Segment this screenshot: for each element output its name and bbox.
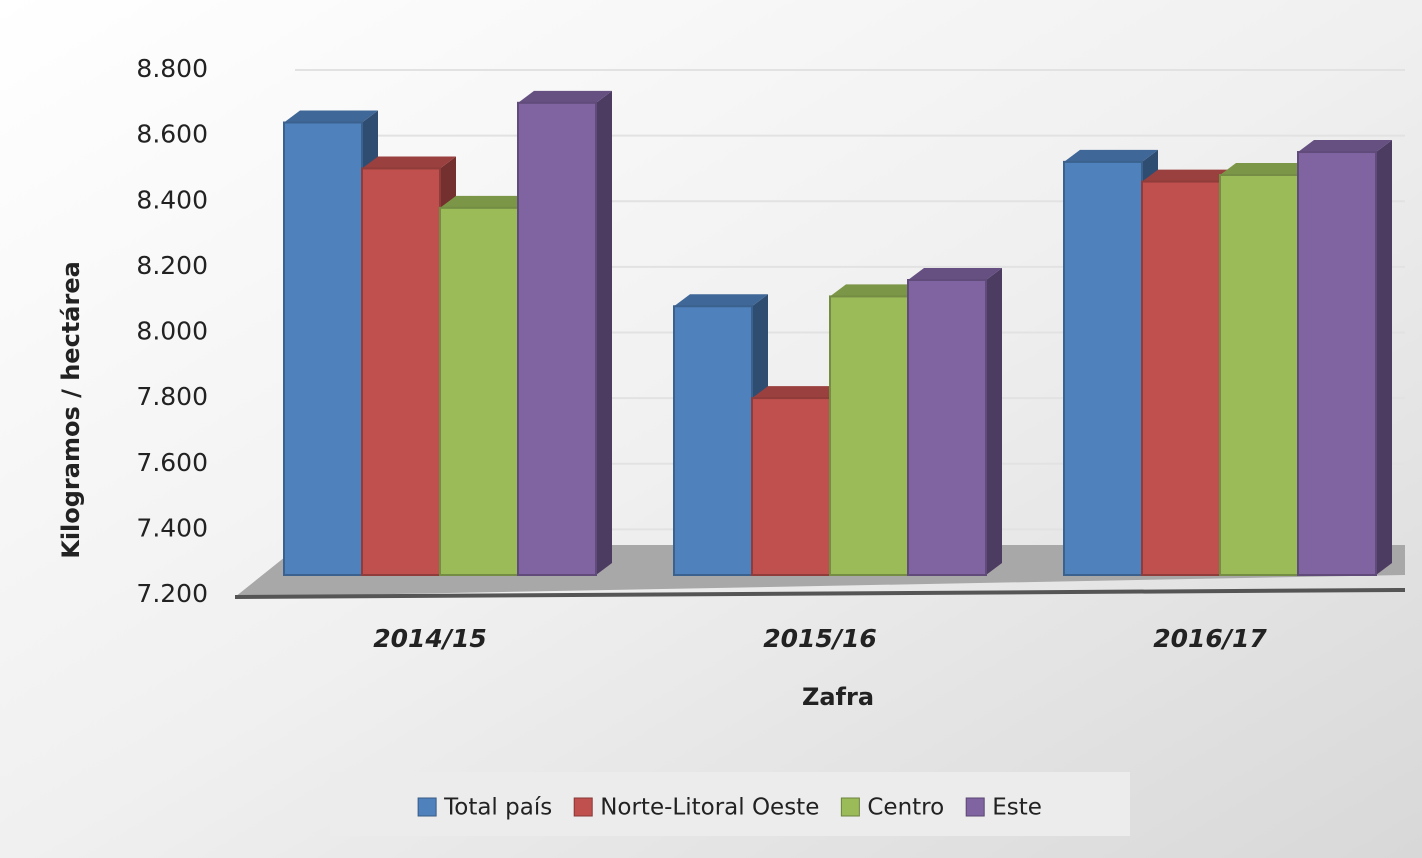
- y-tick-label: 7.600: [136, 448, 208, 477]
- y-tick-label: 7.800: [136, 382, 208, 411]
- legend-label: Total país: [443, 795, 552, 821]
- bar-side: [596, 90, 612, 575]
- bar-top: [1142, 169, 1236, 182]
- bar-top: [908, 268, 1002, 280]
- y-tick-label: 8.800: [136, 54, 208, 83]
- bar-top: [1298, 140, 1392, 153]
- bar-top: [752, 386, 846, 399]
- y-tick-label: 8.000: [136, 317, 208, 346]
- bar-side: [1376, 140, 1392, 575]
- legend-box: [330, 772, 1130, 836]
- x-tick-label: 2016/17: [1153, 624, 1267, 653]
- bar-top: [440, 195, 534, 208]
- y-tick-label: 8.600: [136, 120, 208, 149]
- legend-label: Centro: [867, 795, 944, 821]
- legend-swatch: [573, 797, 593, 817]
- y-tick-label: 8.200: [136, 251, 208, 280]
- legend-label: Este: [992, 795, 1042, 821]
- x-axis: [234, 588, 1406, 599]
- bar: [439, 206, 519, 576]
- bar: [673, 305, 753, 576]
- bar: [283, 121, 363, 576]
- bar-top: [674, 294, 768, 307]
- x-axis-label: Zafra: [802, 683, 874, 711]
- bar-side: [986, 268, 1002, 575]
- y-tick-label: 8.400: [136, 185, 208, 214]
- bar: [751, 397, 831, 576]
- legend-swatch: [840, 797, 860, 817]
- y-axis-label: Kilogramos / hectárea: [57, 261, 85, 559]
- bar: [1063, 160, 1143, 576]
- bar-top: [1064, 149, 1158, 162]
- legend-swatch: [417, 797, 437, 817]
- bar-top: [284, 110, 378, 123]
- y-tick-label: 7.400: [136, 513, 208, 542]
- legend-swatch: [965, 797, 985, 817]
- bar: [829, 295, 909, 576]
- y-tick-label: 7.200: [136, 579, 208, 608]
- bar-top: [362, 156, 456, 169]
- legend-label: Norte-Litoral Oeste: [600, 795, 819, 821]
- bar: [907, 279, 987, 576]
- x-tick-label: 2014/15: [373, 624, 487, 653]
- bar: [1141, 180, 1221, 576]
- bar-top: [518, 90, 612, 103]
- x-tick-label: 2015/16: [763, 624, 877, 653]
- bar-top: [830, 284, 924, 297]
- bar: [1219, 174, 1299, 576]
- bar: [361, 167, 441, 576]
- bar-top: [1220, 163, 1314, 175]
- bar: [1297, 151, 1377, 576]
- bar: [517, 101, 597, 576]
